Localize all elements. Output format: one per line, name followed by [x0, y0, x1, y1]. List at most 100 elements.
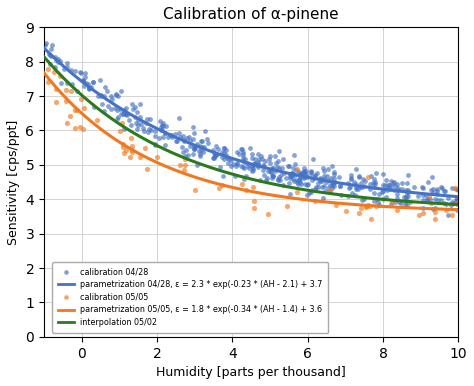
Point — [285, 180, 293, 186]
Point — [448, 212, 456, 218]
Point — [296, 176, 304, 183]
Point — [311, 186, 319, 192]
Point — [46, 61, 54, 67]
Point — [347, 172, 355, 178]
Point — [94, 93, 102, 99]
Point — [51, 64, 59, 70]
Point — [133, 126, 141, 132]
Point — [159, 134, 167, 140]
Point — [405, 187, 412, 193]
Point — [320, 173, 328, 179]
Point — [82, 80, 90, 86]
Point — [210, 155, 217, 161]
Point — [441, 188, 448, 194]
Point — [310, 156, 317, 162]
Point — [164, 134, 172, 141]
Point — [253, 162, 261, 168]
Point — [303, 174, 311, 180]
Point — [191, 186, 199, 193]
Point — [210, 154, 218, 160]
Point — [122, 111, 130, 117]
Point — [131, 103, 138, 110]
Point — [363, 205, 370, 211]
Point — [301, 181, 309, 187]
Point — [353, 166, 360, 173]
Point — [325, 166, 332, 172]
Point — [151, 133, 159, 139]
Point — [198, 147, 205, 153]
Point — [393, 181, 401, 187]
Point — [56, 58, 64, 64]
Point — [371, 179, 379, 185]
Point — [246, 145, 254, 151]
Point — [196, 151, 204, 157]
Point — [387, 200, 395, 207]
Point — [336, 183, 343, 189]
Point — [346, 184, 354, 190]
Point — [296, 174, 304, 180]
Point — [255, 151, 262, 157]
Point — [288, 172, 296, 178]
Point — [195, 148, 202, 154]
Point — [146, 116, 154, 122]
Point — [320, 183, 328, 189]
Point — [391, 186, 398, 193]
Point — [440, 200, 448, 207]
Point — [240, 176, 247, 182]
Point — [218, 154, 225, 160]
Point — [185, 134, 193, 140]
Point — [447, 202, 455, 208]
Point — [157, 124, 164, 130]
Point — [435, 196, 442, 203]
Point — [133, 108, 141, 115]
Point — [103, 88, 110, 94]
Point — [239, 154, 247, 160]
Point — [122, 105, 130, 111]
Point — [292, 167, 300, 173]
Point — [140, 128, 147, 134]
Point — [114, 114, 122, 120]
Point — [287, 173, 295, 179]
Point — [330, 169, 338, 175]
Point — [220, 156, 228, 162]
Point — [371, 181, 379, 187]
Point — [221, 144, 228, 151]
Point — [405, 188, 412, 195]
Point — [293, 179, 301, 185]
Point — [176, 162, 184, 168]
Point — [178, 144, 186, 150]
Point — [318, 178, 326, 184]
Point — [333, 202, 340, 208]
Point — [403, 201, 410, 208]
Point — [305, 190, 313, 196]
Point — [200, 144, 207, 150]
Point — [379, 196, 387, 202]
Point — [90, 104, 98, 110]
Point — [290, 152, 298, 158]
Point — [383, 185, 391, 191]
Point — [311, 198, 319, 204]
Point — [393, 207, 401, 213]
Point — [332, 179, 339, 185]
Point — [120, 109, 128, 115]
Point — [328, 163, 336, 169]
Point — [52, 57, 59, 63]
Point — [255, 159, 262, 165]
Point — [234, 160, 241, 166]
Point — [308, 169, 315, 175]
Point — [323, 173, 331, 179]
Point — [134, 117, 142, 123]
Point — [295, 176, 302, 183]
Point — [240, 164, 248, 171]
Point — [182, 156, 189, 162]
Point — [344, 193, 352, 199]
Point — [431, 205, 438, 211]
Point — [426, 196, 433, 202]
Point — [200, 149, 207, 155]
Point — [238, 146, 246, 152]
Point — [418, 184, 425, 190]
Point — [390, 179, 398, 186]
Point — [264, 210, 272, 217]
Point — [300, 165, 308, 171]
Point — [451, 200, 459, 206]
